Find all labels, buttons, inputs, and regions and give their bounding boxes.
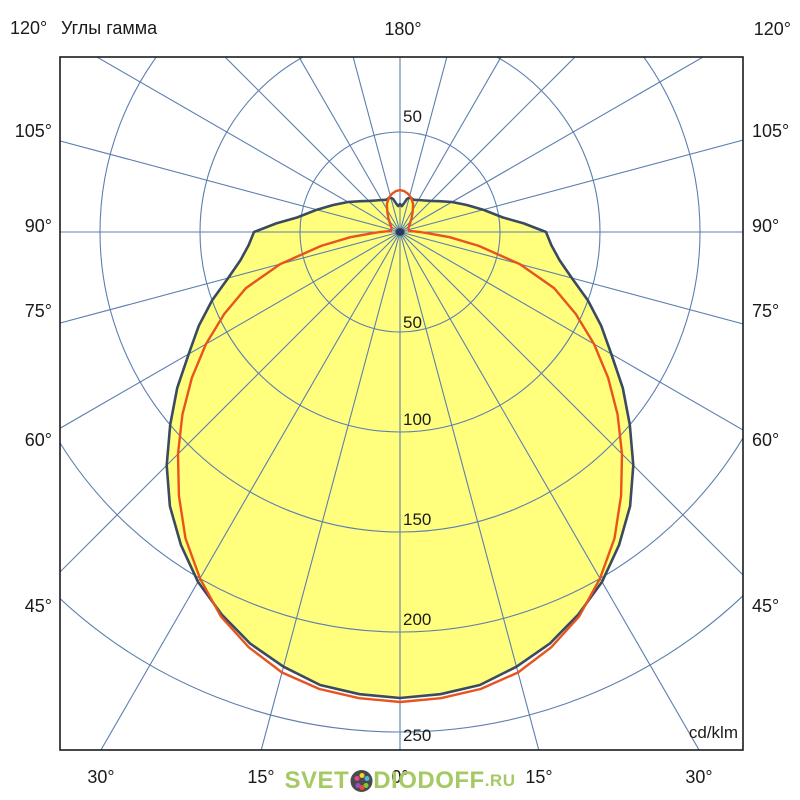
watermark-middle: DIODOFF	[373, 767, 485, 794]
bottom-angle-label: 15°	[247, 767, 275, 787]
grid-ray	[298, 57, 401, 233]
grid-ray	[399, 57, 576, 233]
radial-tick-label: 200	[403, 610, 432, 629]
grid-ray	[60, 231, 401, 429]
bottom-angle-label: 0°	[391, 767, 409, 787]
grid-ray	[399, 57, 448, 233]
plot-frame	[59, 56, 744, 751]
left-angle-label: 45°	[24, 596, 52, 616]
grid-ray	[399, 57, 705, 233]
grid-ray	[399, 231, 743, 431]
corner-angle-label-top-left: 120°	[10, 18, 48, 38]
grid-ray	[60, 140, 401, 233]
grid-ray	[352, 57, 401, 233]
grid-ray	[60, 231, 401, 324]
radial-tick-label: 50	[403, 313, 422, 332]
led-dot	[363, 783, 369, 788]
grid-ray	[224, 57, 401, 233]
bottom-angle-label: 30°	[87, 767, 115, 787]
watermark-tld: .RU	[484, 771, 516, 790]
grid-ray	[399, 231, 700, 750]
radial-tick-label: 50	[403, 107, 422, 126]
led-dot	[354, 776, 360, 781]
led-dot	[355, 783, 361, 788]
led-logo-icon	[350, 770, 373, 792]
led-dot	[359, 773, 365, 778]
left-angle-label: 75°	[24, 301, 52, 321]
right-angle-label: 45°	[752, 596, 780, 616]
grid-ray	[399, 139, 743, 233]
left-angle-label: 60°	[24, 430, 52, 450]
curve-plane-1	[165, 196, 635, 700]
top-angle-label-180: 180°	[384, 19, 422, 39]
grid-ray	[399, 231, 743, 576]
led-dot	[359, 785, 365, 790]
grid-ray	[399, 57, 502, 233]
right-angle-label: 90°	[752, 216, 780, 236]
grid-ray	[100, 231, 401, 750]
radial-tick-label: 100	[403, 410, 432, 429]
right-angle-label: 105°	[752, 121, 790, 141]
left-angle-label: 90°	[24, 216, 52, 236]
watermark: SVET DIODOFF .RU	[285, 767, 516, 795]
grid-ray	[95, 57, 401, 233]
unit-label: cd/klm	[688, 723, 738, 742]
left-angle-label: 105°	[14, 121, 52, 141]
bottom-angle-label: 30°	[685, 767, 713, 787]
radial-tick-label: 150	[403, 510, 432, 529]
radial-tick-label: 250	[403, 726, 432, 745]
right-angle-label: 60°	[752, 430, 780, 450]
grid-ray	[60, 231, 401, 573]
curve-plane-2	[176, 188, 624, 704]
right-angle-label: 75°	[752, 301, 780, 321]
bottom-angle-label: 15°	[525, 767, 553, 787]
polar-center-dot	[395, 228, 405, 236]
grid-ray	[399, 231, 743, 325]
corner-angle-label-top-right: 120°	[753, 19, 791, 39]
watermark-prefix: SVET	[284, 767, 350, 794]
chart-title: Углы гамма	[61, 18, 158, 38]
led-dot	[364, 776, 370, 781]
